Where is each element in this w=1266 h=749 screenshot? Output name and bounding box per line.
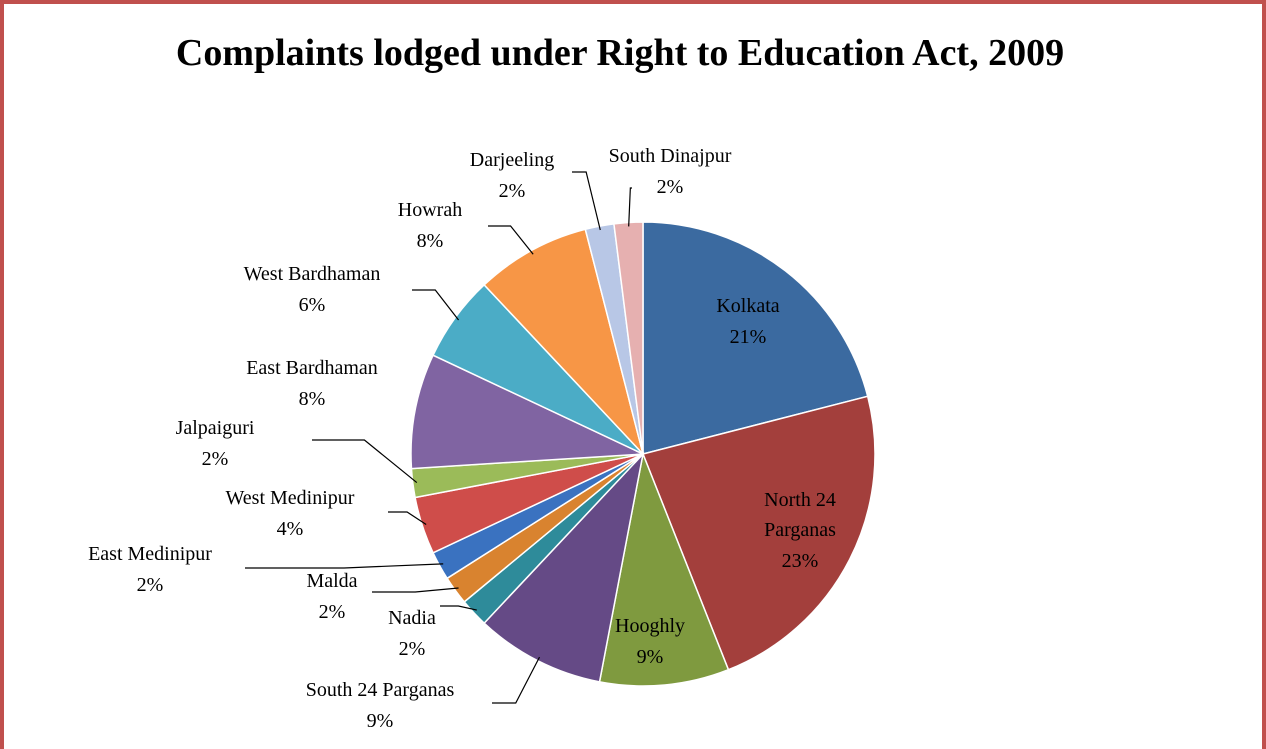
slice-value-label: 2% — [657, 176, 684, 198]
slice-label: Hooghly — [615, 615, 685, 637]
label-line: North 24 — [764, 489, 836, 511]
slice-value-label: 2% — [319, 601, 346, 623]
slice-value-label: 2% — [399, 638, 426, 660]
slice-value-label: 8% — [299, 388, 326, 410]
leader-line — [388, 511, 427, 525]
leader-line — [372, 587, 459, 593]
slice-value-label: 6% — [299, 294, 326, 316]
leader-line — [245, 563, 444, 569]
slice-label: Nadia — [388, 607, 436, 629]
slice-value-label: 9% — [637, 646, 664, 668]
slice-label: West Medinipur — [226, 487, 355, 509]
leader-line — [412, 289, 460, 321]
slice-label: East Bardhaman — [246, 357, 378, 379]
leader-line — [492, 656, 541, 704]
slice-value-label: 21% — [730, 326, 767, 348]
slice-value-label: 2% — [202, 448, 229, 470]
leader-line — [312, 439, 418, 484]
slice-label: South 24 Parganas — [306, 679, 455, 701]
leader-line — [572, 171, 601, 231]
slice-value-label: 8% — [417, 230, 444, 252]
slice-label: Kolkata — [716, 295, 779, 317]
slice-value-label: 9% — [367, 710, 394, 732]
pie-slice — [410, 354, 644, 470]
slice-value-label: 2% — [499, 180, 526, 202]
slice-label: Jalpaiguri — [176, 417, 255, 439]
slice-label: East Medinipur — [88, 543, 212, 565]
pie-slice — [483, 228, 644, 455]
slice-label: North 24 Parganas — [764, 489, 836, 541]
slice-value-label: 23% — [782, 550, 819, 572]
slice-label: South Dinajpur — [609, 145, 732, 167]
label-line: Parganas — [764, 519, 836, 541]
slice-label: West Bardhaman — [244, 263, 381, 285]
leader-line — [628, 187, 632, 227]
slice-value-label: 2% — [137, 574, 164, 596]
pie-slice — [642, 221, 869, 455]
chart-title: Complaints lodged under Right to Educati… — [175, 32, 1065, 74]
slice-label: Malda — [306, 570, 357, 592]
slice-label: Darjeeling — [470, 149, 554, 171]
pie-slice — [598, 451, 730, 687]
slice-label: Howrah — [398, 199, 462, 221]
slice-value-label: 4% — [277, 518, 304, 540]
pie-slice — [641, 395, 876, 671]
leader-line — [488, 225, 534, 255]
leader-line — [440, 605, 477, 611]
